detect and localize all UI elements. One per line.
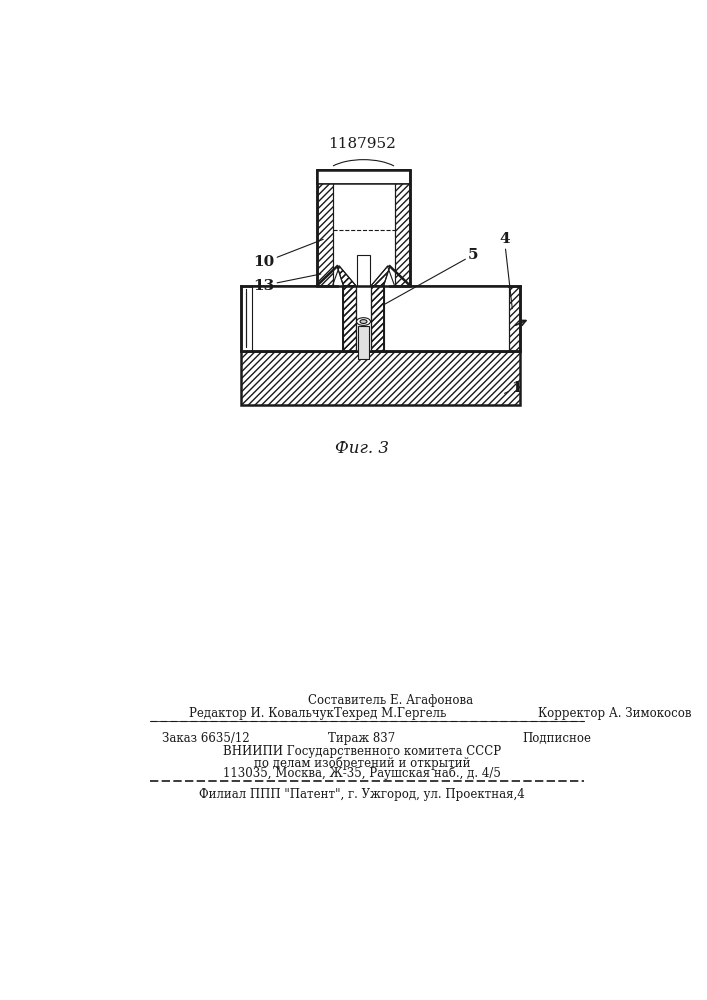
Text: Редактор И. Ковальчук: Редактор И. Ковальчук [189,707,334,720]
Text: Тираж 837: Тираж 837 [328,732,396,745]
Bar [332,170,395,286]
Bar [395,170,410,286]
Text: 1: 1 [505,381,521,395]
Text: Подписное: Подписное [522,732,591,745]
Text: ВНИИПИ Государственного комитета СССР: ВНИИПИ Государственного комитета СССР [223,745,501,758]
Bar [241,351,520,405]
Bar [371,286,384,351]
Text: 5: 5 [384,248,479,305]
Bar [317,170,332,286]
Bar [252,286,508,350]
Text: 13: 13 [253,274,321,293]
Text: 10: 10 [253,239,323,269]
Text: 4: 4 [499,232,513,309]
Text: Корректор А. Зимокосов: Корректор А. Зимокосов [538,707,691,720]
Text: Филиал ППП "Патент", г. Ужгород, ул. Проектная,4: Филиал ППП "Патент", г. Ужгород, ул. Про… [199,788,525,801]
Ellipse shape [360,320,367,323]
Text: 1187952: 1187952 [328,137,396,151]
Text: Техред М.Гергель: Техред М.Гергель [334,707,447,720]
Bar [344,286,356,351]
Bar [317,170,410,286]
Ellipse shape [356,318,370,325]
Bar [344,286,356,351]
Bar [358,326,369,359]
Bar [371,286,384,351]
Text: 113035, Москва, Ж-35, Раушская наб., д. 4/5: 113035, Москва, Ж-35, Раушская наб., д. … [223,767,501,780]
Bar [344,286,356,351]
Bar [509,286,520,351]
Bar [241,286,520,351]
Bar [371,286,384,351]
Bar [395,170,410,286]
Text: Фиг. 3: Фиг. 3 [335,440,389,457]
Text: Заказ 6635/12: Заказ 6635/12 [162,732,250,745]
Bar [356,255,370,286]
Bar [356,286,371,351]
FancyBboxPatch shape [317,170,410,184]
Bar [317,170,332,286]
Bar [317,170,410,286]
Bar [509,286,520,351]
Text: по делам изобретений и открытий: по делам изобретений и открытий [254,756,470,770]
Bar [241,351,520,405]
Text: Составитель Е. Агафонова: Составитель Е. Агафонова [308,694,473,707]
